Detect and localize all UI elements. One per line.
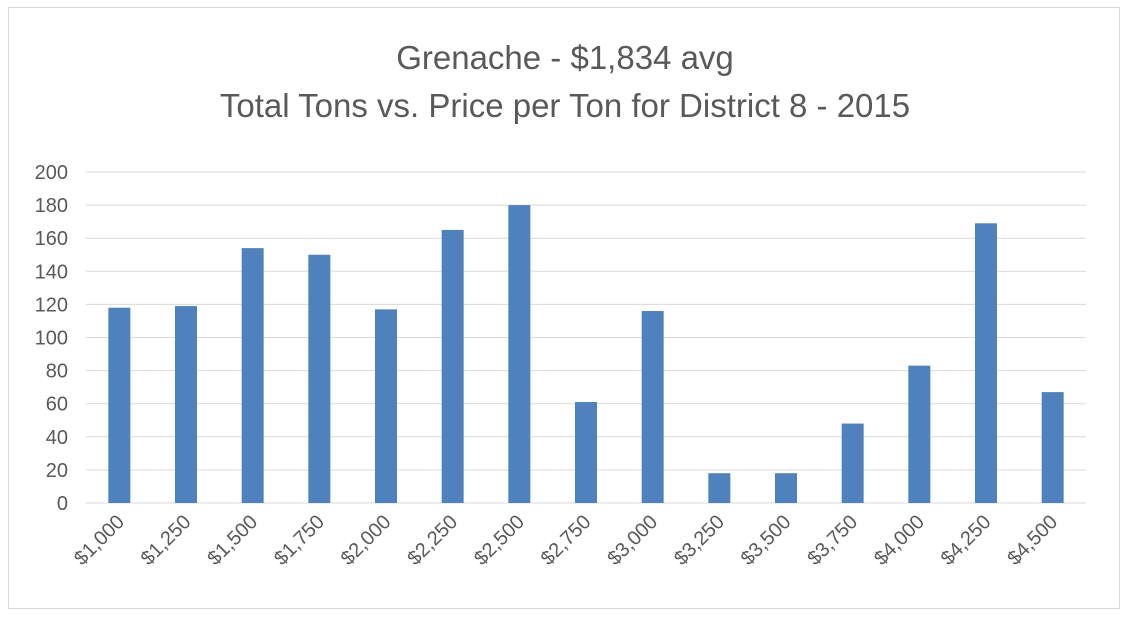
x-tick-label: $4,250 (937, 511, 996, 570)
bars (108, 205, 1064, 504)
x-tick-label: $2,250 (403, 511, 462, 570)
y-tick-label: 100 (35, 328, 68, 350)
x-tick-label: $4,500 (1003, 511, 1062, 570)
x-axis-tick-labels: $1,000 $1,250 $1,500 $1,750 $2,000 $2,250 $2,5… (70, 511, 1062, 570)
y-tick-label: 160 (35, 228, 68, 250)
bar (241, 248, 264, 503)
x-tick-label: $1,250 (137, 511, 196, 570)
x-tick-label: $3,250 (670, 511, 729, 570)
y-tick-label: 80 (46, 361, 68, 383)
x-tick-label: $3,750 (803, 511, 862, 570)
bar (108, 307, 131, 503)
x-tick-label: $3,000 (603, 511, 662, 570)
chart-title: Grenache - $1,834 avg (396, 39, 734, 76)
bar (175, 306, 197, 503)
bar (908, 365, 931, 503)
x-tick-label: $3,500 (737, 511, 796, 570)
y-axis-tick-labels: 0 20 40 60 80 100 120 140 160 180 200 (35, 162, 68, 515)
bar (441, 229, 464, 504)
bar (708, 473, 731, 503)
x-tick-label: $4,000 (870, 511, 929, 570)
bar (575, 402, 597, 503)
x-tick-label: $1,750 (270, 511, 329, 570)
x-tick-label: $1,500 (203, 511, 262, 570)
bar (508, 205, 531, 503)
x-tick-label: $2,750 (537, 511, 596, 570)
y-tick-label: 200 (35, 162, 68, 184)
y-tick-label: 120 (35, 294, 68, 316)
x-tick-label: $1,000 (70, 511, 129, 570)
x-tick-label: $2,500 (470, 511, 529, 570)
y-tick-label: 60 (46, 394, 68, 416)
chart-subtitle: Total Tons vs. Price per Ton for Distric… (219, 87, 911, 124)
bar (775, 473, 797, 503)
y-tick-label: 40 (46, 427, 68, 449)
bar (975, 223, 997, 503)
y-tick-label: 0 (57, 493, 68, 515)
y-tick-label: 180 (35, 195, 68, 217)
bar (375, 309, 397, 503)
y-tick-label: 20 (46, 460, 68, 482)
bar (308, 254, 331, 503)
y-tick-label: 140 (35, 261, 68, 283)
bar (1041, 392, 1064, 503)
bar (841, 423, 864, 503)
bar (641, 311, 664, 503)
x-tick-label: $2,000 (337, 511, 396, 570)
